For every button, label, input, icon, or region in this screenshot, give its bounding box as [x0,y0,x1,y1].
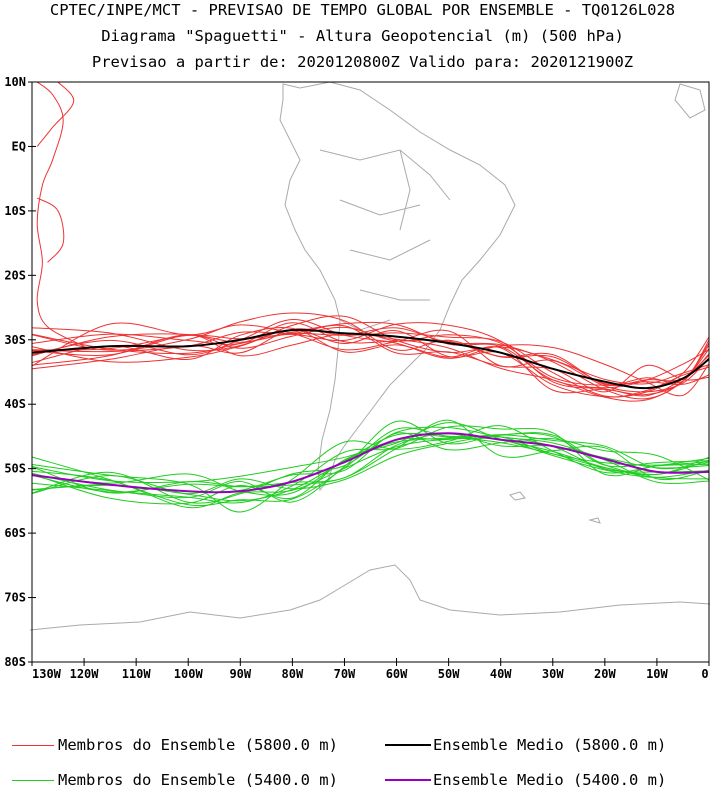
member-5400-line [31,427,710,506]
member-5400-line [31,433,710,493]
lat-tick-label: 50S [4,462,26,476]
falkland-islands [509,491,526,501]
title-line-1: CPTEC/INPE/MCT - PREVISAO DE TEMPO GLOBA… [49,1,676,19]
spaghetti-map: 10N EQ 10S 20S 30S 40S 50S 60S 70S 80S 130W 120W 110… [4,75,711,681]
lon-tick-label: 120W [70,667,100,681]
coastlines [29,81,711,631]
member-5800-line [31,312,710,385]
lon-tick-label: 80W [282,667,304,681]
member-5800-line [31,327,710,397]
member-5800-outlier [36,197,65,263]
lon-tick-label: 20W [594,667,616,681]
member-5800-line [31,315,710,385]
legend-swatch-mean-5400 [385,779,431,781]
member-5400-line [31,425,710,513]
title-line-2: Diagrama "Spaguetti" - Altura Geopotenci… [101,27,624,45]
legend-swatch-mean-5800 [385,744,431,746]
member-5400-line [31,435,710,484]
lon-tick-label: 70W [334,667,356,681]
lon-tick-label: 100W [174,667,204,681]
legend-label-members-5400: Membros do Ensemble (5400.0 m) [58,771,338,789]
country-borders [319,149,451,331]
lon-tick-label: 130W [32,667,62,681]
legend-label-mean-5400: Ensemble Medio (5400.0 m) [433,771,667,789]
lon-tick-label: 0 [701,667,708,681]
lon-tick-label: 40W [490,667,512,681]
lon-tick-label: 50W [438,667,460,681]
title-line-3: Previsao a partir de: 2020120800Z Valido… [91,53,634,71]
lat-tick-label: 10S [4,204,26,218]
south-america-coast [279,81,516,492]
members-5800 [31,81,710,402]
legend-label-members-5800: Membros do Ensemble (5800.0 m) [58,736,338,754]
ensemble-means [31,328,710,494]
axes: 10N EQ 10S 20S 30S 40S 50S 60S 70S 80S 130W 120W 110… [4,75,710,681]
lon-tick-label: 10W [646,667,668,681]
legend-swatch-members-5800 [12,745,54,746]
lat-tick-label: EQ [12,139,26,153]
lat-tick-label: 40S [4,397,26,411]
africa-coast-fragment [674,83,706,119]
mean-5400-line [31,432,710,494]
member-5800-outlier [36,81,75,147]
lat-tick-label: 80S [4,655,26,669]
legend-swatch-members-5400 [12,780,54,781]
lat-tick-label: 60S [4,526,26,540]
south-georgia [588,517,601,524]
mean-5800-line [31,328,710,390]
members-5400 [31,419,710,513]
member-5800-line [31,322,710,387]
lat-tick-label: 70S [4,591,26,605]
map-frame [31,81,710,663]
lat-tick-label: 30S [4,333,26,347]
member-5800-outlier [36,81,85,347]
lat-tick-label: 10N [4,75,26,89]
lon-tick-label: 90W [229,667,251,681]
member-5400-line [31,425,710,504]
member-5400-line [31,437,710,509]
lon-tick-label: 110W [122,667,152,681]
lat-tick-label: 20S [4,268,26,282]
lon-tick-label: 30W [542,667,564,681]
legend-label-mean-5800: Ensemble Medio (5800.0 m) [433,736,667,754]
antarctica-coast [29,564,711,631]
member-5800-line [31,327,710,400]
lon-tick-label: 60W [386,667,408,681]
member-5800-line [31,322,710,393]
member-5400-line [31,432,710,502]
